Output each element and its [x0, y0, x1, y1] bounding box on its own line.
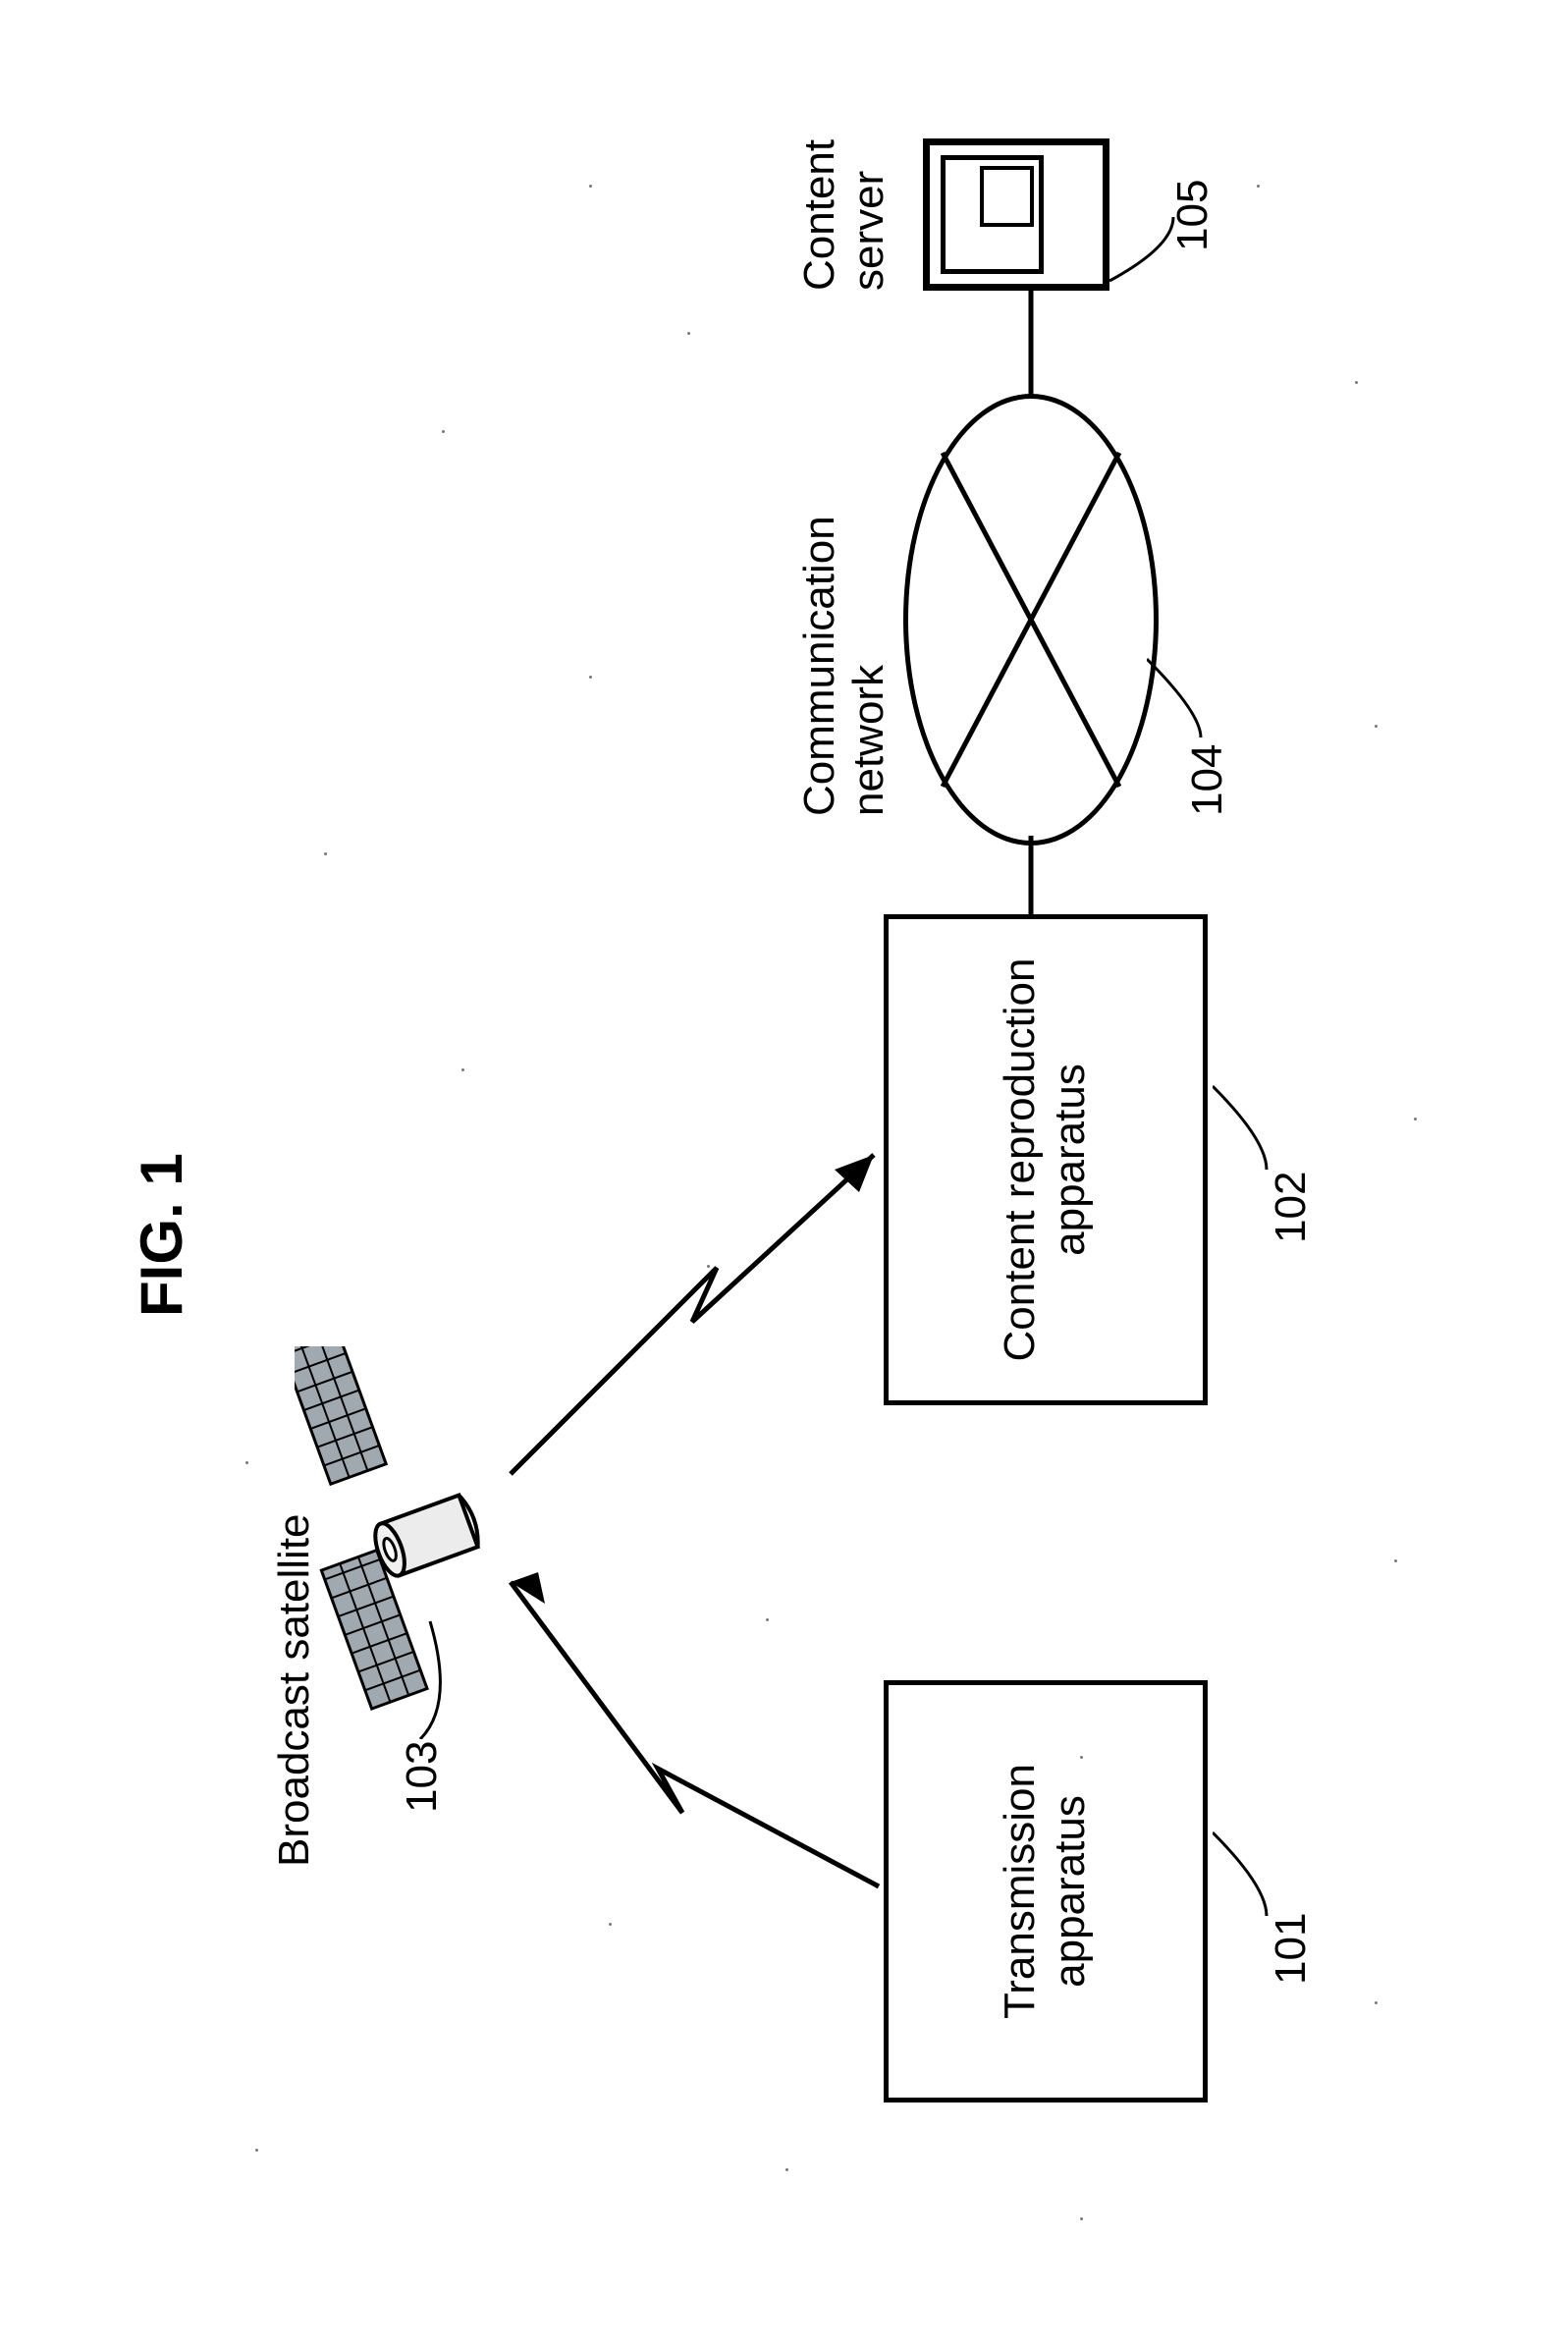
satellite-label: Broadcast satellite — [270, 1513, 319, 1867]
diagram-canvas: FIG. 1 — [0, 0, 1568, 2348]
reproduction-box: Content reproduction apparatus — [884, 914, 1208, 1405]
link-repro-network — [1026, 836, 1036, 914]
server-inner — [980, 166, 1034, 227]
transmission-label: Transmission apparatus — [996, 1764, 1095, 2019]
transmission-box: Transmission apparatus — [884, 1680, 1208, 2102]
rotated-page: FIG. 1 — [0, 390, 1568, 1958]
satellite-leader — [401, 1611, 460, 1739]
figure-title: FIG. 1 — [128, 1153, 195, 1317]
downlink-arrow — [501, 1140, 884, 1494]
transmission-leader — [1213, 1808, 1281, 1916]
transmission-ref: 101 — [1267, 1913, 1316, 1985]
server-label: Content server — [795, 139, 893, 291]
reproduction-leader — [1213, 1062, 1281, 1170]
network-x-icon — [903, 394, 1159, 846]
uplink-arrow — [491, 1553, 884, 1896]
network-label: Communication network — [795, 516, 893, 816]
reproduction-ref: 102 — [1267, 1172, 1316, 1243]
satellite-ref: 103 — [398, 1741, 447, 1813]
network-ref: 104 — [1183, 744, 1232, 816]
server-leader — [1109, 197, 1188, 286]
network-leader — [1147, 639, 1216, 737]
reproduction-label: Content reproduction apparatus — [996, 958, 1095, 1362]
link-network-server — [1026, 286, 1036, 399]
